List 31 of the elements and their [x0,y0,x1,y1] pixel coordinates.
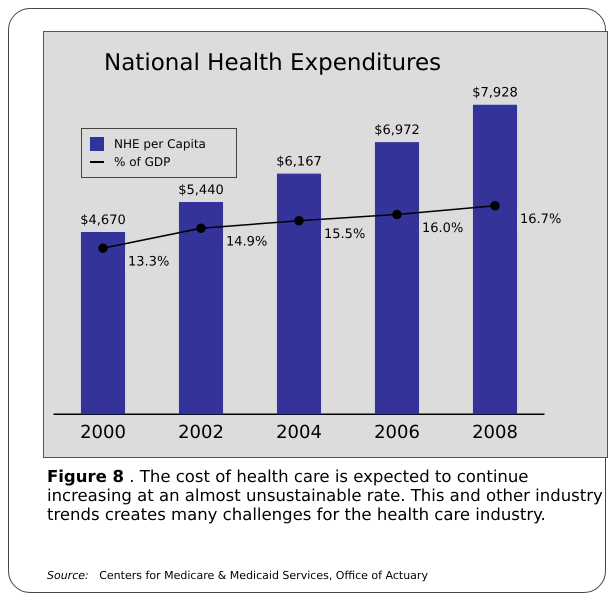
x-tick-label: 2006 [374,422,420,443]
x-tick-label: 2008 [472,422,518,443]
text: Centers for Medicare & Medicaid Services, Office of Actuary [99,569,428,582]
caption: Figure 8 [47,467,124,486]
data-label: 13.3% [128,254,170,270]
source-note: Source: [47,569,89,582]
bar [472,104,518,414]
data-label: 16.0% [422,220,464,236]
point [196,223,206,233]
legend-label: NHE per Capita [114,137,206,151]
bar [276,174,322,414]
point [294,216,304,226]
data-label: 16.7% [520,212,562,228]
data-label: 15.5% [324,227,366,242]
data-label: $6,167 [276,154,322,170]
x-tick-label: 2004 [276,422,322,443]
bar [178,202,224,414]
x-tick-label: 2002 [178,422,224,443]
point [490,200,500,210]
data-label: $7,928 [472,86,518,101]
bar [80,232,126,414]
data-label: $4,670 [80,212,126,228]
x-tick-label: 2000 [80,422,126,443]
data-label: $6,972 [374,123,420,138]
data-label: $5,440 [178,182,224,198]
data-label: 14.9% [226,234,268,250]
legend-label: % of GDP [114,155,170,169]
point [392,210,402,220]
point [98,243,108,253]
bar [374,142,420,414]
chart-title: National Health Expenditures [104,50,442,76]
